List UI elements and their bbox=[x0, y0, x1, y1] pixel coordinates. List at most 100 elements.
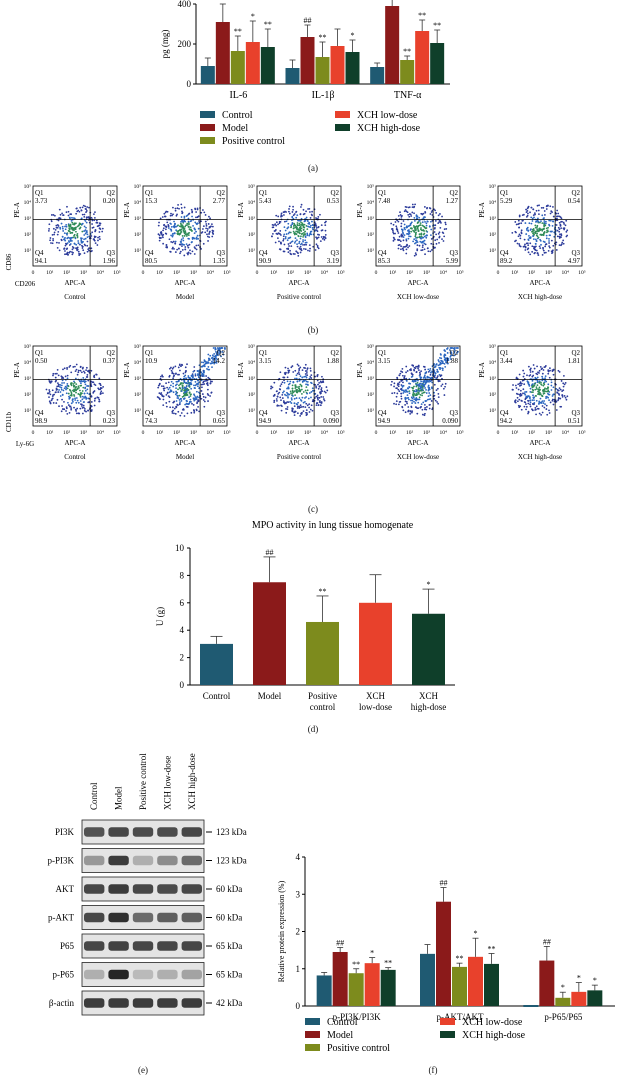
event-dot bbox=[406, 243, 408, 246]
event-dot bbox=[547, 370, 550, 373]
event-dot bbox=[68, 412, 71, 414]
event-dot bbox=[48, 392, 50, 395]
event-dot bbox=[311, 387, 314, 390]
x-tick-label: 10³ bbox=[80, 430, 88, 436]
event-dot bbox=[90, 216, 93, 219]
event-dot bbox=[407, 246, 409, 249]
event-dot bbox=[165, 246, 168, 249]
event-dot bbox=[162, 236, 164, 239]
event-dot bbox=[280, 399, 282, 402]
event-dot bbox=[405, 239, 408, 242]
event-dot bbox=[417, 398, 419, 401]
quadrant-label: Q3 bbox=[106, 409, 115, 417]
event-dot bbox=[198, 376, 200, 379]
event-dot bbox=[532, 394, 534, 397]
event-dot bbox=[183, 397, 186, 400]
chart-title: MPO activity in lung tissue homogenate bbox=[252, 520, 414, 531]
event-dot bbox=[415, 383, 418, 386]
x-tick-label: 0 bbox=[256, 270, 259, 276]
event-dot bbox=[514, 240, 516, 243]
event-dot bbox=[532, 227, 535, 230]
event-dot bbox=[545, 395, 548, 398]
quadrant-label: Q4 bbox=[259, 249, 268, 257]
event-dot bbox=[517, 223, 520, 226]
event-dot bbox=[202, 209, 204, 211]
event-dot bbox=[69, 250, 72, 253]
event-dot bbox=[207, 353, 210, 356]
event-dot bbox=[87, 216, 90, 218]
event-dot bbox=[405, 238, 408, 241]
event-dot bbox=[401, 229, 404, 231]
event-dot bbox=[174, 223, 177, 225]
event-dot bbox=[215, 350, 217, 353]
event-dot bbox=[424, 253, 426, 256]
event-dot bbox=[306, 383, 309, 386]
event-dot bbox=[557, 212, 560, 215]
event-dot bbox=[83, 225, 86, 228]
event-dot bbox=[557, 399, 559, 402]
event-dot bbox=[219, 351, 221, 353]
event-dot bbox=[407, 406, 410, 408]
event-dot bbox=[527, 399, 529, 402]
y-tick-label: 10³ bbox=[134, 216, 142, 222]
quadrant-label: Q4 bbox=[259, 409, 268, 417]
event-dot bbox=[272, 226, 275, 229]
event-dot bbox=[317, 387, 320, 390]
event-dot bbox=[295, 377, 298, 380]
event-dot bbox=[75, 368, 78, 371]
event-dot bbox=[534, 251, 536, 254]
event-dot bbox=[418, 396, 421, 399]
event-dot bbox=[532, 230, 535, 232]
event-dot bbox=[191, 237, 194, 239]
event-dot bbox=[531, 217, 534, 220]
event-dot bbox=[206, 384, 209, 387]
bar bbox=[215, 22, 230, 84]
event-dot bbox=[293, 241, 296, 244]
protein-band bbox=[108, 827, 129, 837]
event-dot bbox=[307, 249, 309, 252]
event-dot bbox=[429, 394, 432, 396]
y-tick-label: 10¹ bbox=[248, 248, 256, 254]
panel-label-a: (a) bbox=[308, 163, 318, 173]
event-dot bbox=[403, 375, 406, 377]
event-dot bbox=[187, 375, 190, 377]
event-dot bbox=[528, 383, 530, 386]
event-dot bbox=[85, 366, 88, 369]
event-dot bbox=[300, 385, 303, 388]
panel-d: MPO activity in lung tissue homogenate 0 2… bbox=[0, 518, 627, 748]
event-dot bbox=[437, 222, 440, 225]
event-dot bbox=[532, 235, 534, 237]
event-dot bbox=[209, 395, 212, 397]
event-dot bbox=[415, 397, 418, 399]
event-dot bbox=[100, 387, 103, 390]
event-dot bbox=[172, 225, 175, 228]
event-dot bbox=[294, 240, 297, 243]
x-tick-label: 10² bbox=[173, 270, 181, 276]
blot-row: AKT 60 kDa bbox=[56, 876, 242, 902]
event-dot bbox=[83, 234, 86, 236]
event-dot bbox=[287, 395, 289, 397]
protein-band bbox=[84, 855, 105, 866]
event-dot bbox=[200, 371, 203, 374]
event-dot bbox=[520, 384, 522, 387]
event-dot bbox=[294, 387, 297, 390]
event-dot bbox=[560, 227, 563, 230]
event-dot bbox=[291, 221, 294, 224]
event-dot bbox=[279, 371, 282, 374]
event-dot bbox=[213, 357, 216, 360]
event-dot bbox=[415, 253, 418, 256]
event-dot bbox=[544, 243, 547, 246]
event-dot bbox=[413, 393, 416, 395]
x-tick-label: 10¹ bbox=[46, 430, 54, 436]
event-dot bbox=[540, 368, 543, 371]
event-dot bbox=[174, 207, 177, 210]
x-tick-label: 10² bbox=[528, 430, 536, 436]
event-dot bbox=[293, 397, 296, 400]
protein-band bbox=[108, 998, 129, 1008]
event-dot bbox=[427, 395, 430, 398]
event-dot bbox=[552, 206, 554, 208]
event-dot bbox=[203, 369, 205, 372]
bar bbox=[306, 621, 339, 685]
event-dot bbox=[85, 410, 87, 413]
event-dot bbox=[558, 228, 561, 231]
